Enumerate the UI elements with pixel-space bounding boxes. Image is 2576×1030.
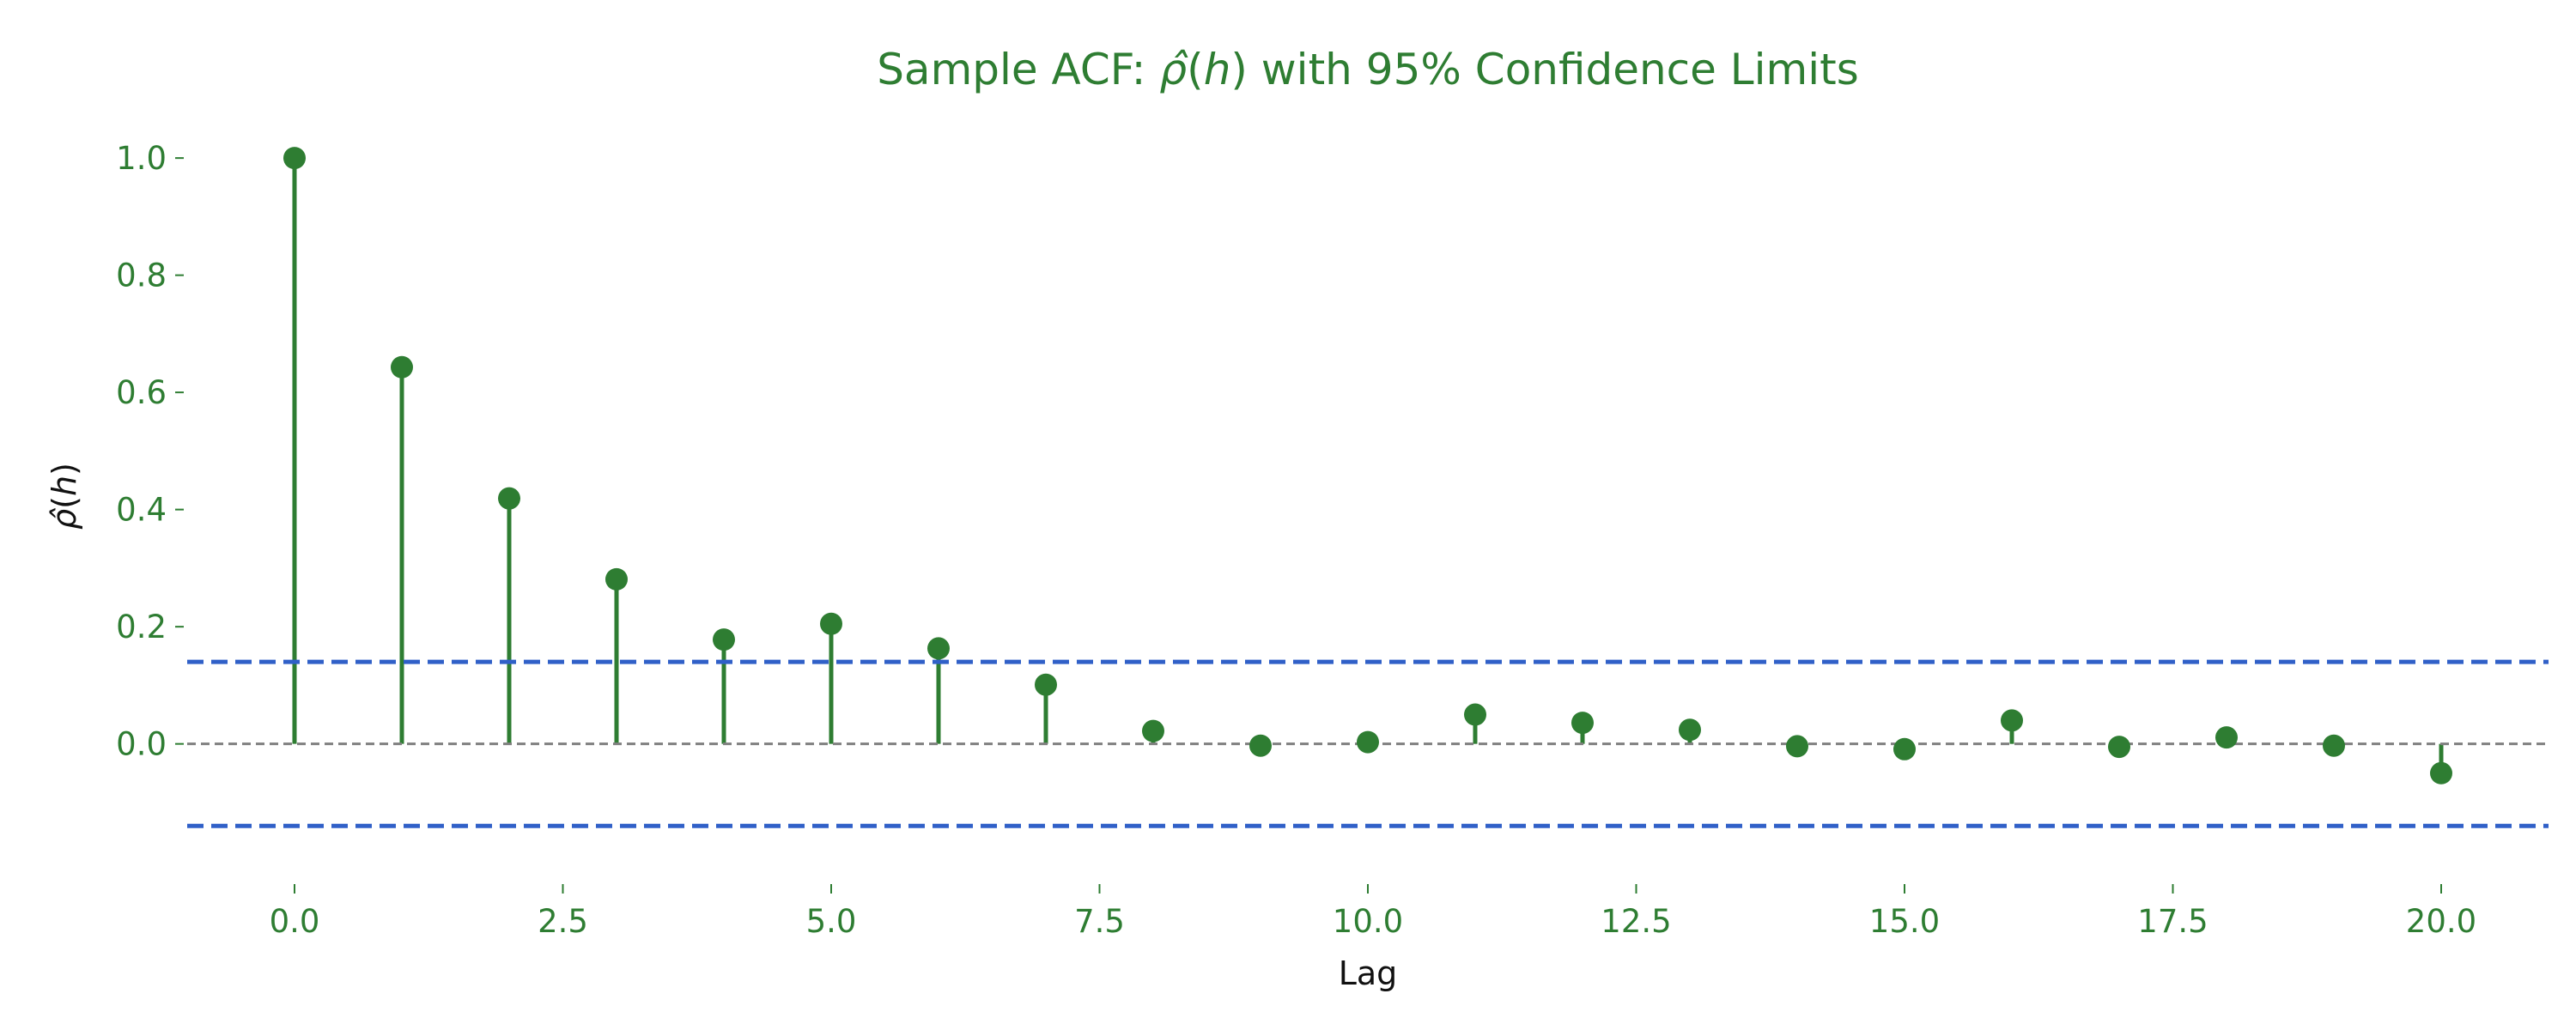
stem-marker-lag-1 bbox=[391, 355, 413, 379]
stem-marker-lag-16 bbox=[2001, 709, 2023, 732]
x-tick-label: 5.0 bbox=[806, 903, 857, 940]
stem-marker-lag-3 bbox=[605, 567, 628, 591]
stem-marker-lag-10 bbox=[1357, 730, 1379, 754]
ylabel-rho-symbol: ρ̂ bbox=[46, 507, 83, 530]
confidence-limits bbox=[187, 659, 2549, 828]
stem-marker-lag-11 bbox=[1464, 703, 1486, 726]
x-axis-label: Lag bbox=[1339, 954, 1398, 992]
y-tick-label: 0.8 bbox=[116, 258, 167, 294]
stem-marker-lag-18 bbox=[2215, 726, 2238, 749]
y-axis: 0.0 0.2 0.4 0.6 0.8 1.0 bbox=[116, 140, 184, 763]
x-axis: 0.0 2.5 5.0 7.5 10.0 12.5 15.0 17.5 20.0 bbox=[270, 884, 2476, 940]
stem-marker-lag-13 bbox=[1679, 718, 1701, 742]
stem-marker-lag-15 bbox=[1893, 737, 1916, 760]
x-tick-label: 7.5 bbox=[1074, 903, 1125, 940]
stem-marker-lag-14 bbox=[1786, 735, 1808, 758]
stem-marker-lag-19 bbox=[2323, 734, 2345, 757]
x-tick-label: 10.0 bbox=[1333, 903, 1403, 940]
x-tick-label: 17.5 bbox=[2137, 903, 2208, 940]
stem-marker-lag-6 bbox=[927, 637, 950, 660]
title-suffix: ) with 95% Confidence Limits bbox=[1230, 45, 1858, 94]
y-axis-label: ρ̂(h) bbox=[46, 463, 83, 530]
y-tick-label: 0.6 bbox=[116, 374, 167, 411]
stem-marker-lag-5 bbox=[820, 612, 842, 635]
x-tick-label: 0.0 bbox=[270, 903, 320, 940]
x-tick-label: 20.0 bbox=[2406, 903, 2476, 940]
stem-marker-lag-7 bbox=[1035, 673, 1057, 696]
stem-markers bbox=[283, 147, 2452, 785]
stem-marker-lag-4 bbox=[713, 628, 735, 651]
stem-marker-lag-20 bbox=[2430, 761, 2452, 785]
y-tick-label: 0.2 bbox=[116, 609, 167, 645]
stem-marker-lag-12 bbox=[1571, 712, 1594, 735]
title-open-paren: ( bbox=[1187, 45, 1204, 94]
ylabel-open-paren: ( bbox=[46, 496, 83, 509]
stem-marker-lag-0 bbox=[283, 147, 306, 170]
chart-title: Sample ACF: ρ̂(h) with 95% Confidence Li… bbox=[877, 45, 1859, 94]
x-tick-label: 12.5 bbox=[1601, 903, 1671, 940]
stem-marker-lag-8 bbox=[1142, 719, 1164, 742]
title-h-symbol: h bbox=[1204, 45, 1231, 94]
y-tick-label: 0.4 bbox=[116, 492, 167, 529]
stem-marker-lag-17 bbox=[2108, 736, 2130, 759]
ylabel-close-paren: ) bbox=[46, 463, 83, 476]
stem-marker-lag-2 bbox=[498, 487, 520, 510]
title-rho-symbol: ρ̂ bbox=[1159, 45, 1188, 94]
stem-lines bbox=[292, 158, 2444, 773]
y-tick-label: 0.0 bbox=[116, 726, 167, 763]
ylabel-h-symbol: h bbox=[46, 476, 83, 496]
stem-marker-lag-9 bbox=[1249, 734, 1272, 757]
y-tick-label: 1.0 bbox=[116, 140, 167, 177]
x-tick-label: 2.5 bbox=[538, 903, 588, 940]
title-prefix: Sample ACF: bbox=[877, 45, 1159, 94]
x-tick-label: 15.0 bbox=[1869, 903, 1940, 940]
